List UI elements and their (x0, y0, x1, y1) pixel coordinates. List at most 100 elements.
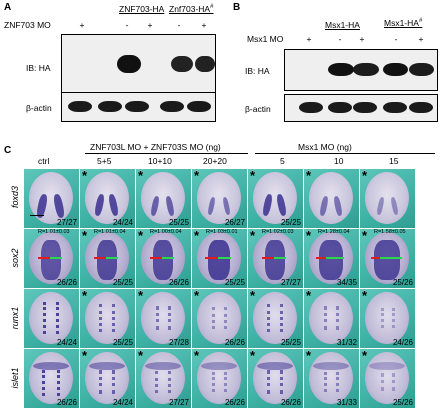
embryo-image-runx1-ctrl: 24/24 (24, 289, 79, 348)
measure-red (38, 257, 50, 259)
stain (149, 195, 161, 217)
embryo (197, 352, 241, 404)
stain (224, 372, 230, 392)
embryo-image-foxd3-5-5: * 24/24 (80, 169, 135, 228)
band (328, 102, 352, 113)
scale-bar (30, 215, 44, 216)
significance-star: * (306, 349, 312, 363)
stain (280, 304, 286, 332)
stain (390, 196, 399, 216)
measure-green (274, 257, 286, 259)
embryo-count: 26/26 (280, 398, 301, 407)
embryo-count: 25/25 (168, 218, 189, 227)
embryo-count: 25/25 (280, 218, 301, 227)
embryo-image-islet1-ctrl: 26/26 (24, 349, 79, 408)
embryo (253, 172, 297, 224)
measure-red (205, 257, 218, 259)
ratio-label: R=1.58±0.05 (374, 229, 406, 235)
measure-red (262, 257, 274, 259)
stain (313, 362, 349, 370)
embryo-image-islet1-20-20: * 26/26 (192, 349, 247, 408)
embryo-image-islet1-10-10: * 27/27 (136, 349, 191, 408)
stain (324, 306, 330, 330)
embryo-count: 26/26 (56, 278, 77, 287)
panel-b-sign-5: + (418, 34, 424, 44)
band (171, 56, 193, 72)
significance-star: * (306, 289, 312, 303)
panel-a-letter: A (4, 2, 12, 13)
column-header-15: 15 (389, 156, 399, 166)
embryo-image-islet1-msx-10: * 31/33 (304, 349, 359, 408)
significance-star: * (250, 169, 256, 183)
band (353, 63, 379, 76)
ratio-label: R=1.01±0.04 (94, 229, 126, 235)
significance-star: * (250, 229, 256, 243)
embryo-count: 27/27 (56, 218, 77, 227)
ratio-label: R=1.03±0.01 (206, 229, 238, 235)
panel-b-row-label: Msx1 MO (247, 34, 284, 44)
panel-c-group2-title: Msx1 MO (ng) (298, 142, 352, 152)
embryo-count: 25/25 (112, 278, 133, 287)
band (160, 101, 184, 112)
measure-red (150, 257, 162, 259)
embryo (29, 172, 73, 224)
stain (369, 362, 405, 370)
embryo (85, 352, 129, 404)
panel-b-sign-3: + (359, 34, 365, 44)
row-label-runx1: runx1 (10, 306, 20, 330)
embryo-count: 26/26 (168, 278, 189, 287)
panel-b-ha-blot (284, 49, 438, 91)
significance-star: * (306, 169, 312, 183)
embryo (141, 172, 185, 224)
stain (42, 370, 48, 396)
embryo (29, 352, 73, 404)
group2-underline (255, 153, 435, 154)
panel-a-sign-2: - (125, 20, 129, 30)
panel-a-row-label: ZNF703 MO (4, 20, 51, 30)
significance-star: * (362, 289, 368, 303)
stain (257, 362, 293, 370)
stain (41, 240, 61, 280)
panel-b-sign-2: - (338, 34, 342, 44)
significance-star: * (250, 349, 256, 363)
stain (336, 306, 342, 330)
embryo (197, 172, 241, 224)
significance-star: * (250, 289, 256, 303)
panel-a-actin-blot (61, 92, 216, 122)
embryo-image-foxd3-20-20: * 26/27 (192, 169, 247, 228)
embryo-image-runx1-msx-10: * 31/32 (304, 289, 359, 348)
embryo (85, 292, 129, 344)
embryo-image-islet1-msx-5: * 26/26 (248, 349, 303, 408)
significance-star: * (138, 289, 144, 303)
panel-a-actin-label: β-actin (26, 103, 52, 113)
stain (99, 370, 105, 394)
stain (33, 362, 69, 370)
embryo-image-foxd3-ctrl: 27/27 (24, 169, 79, 228)
measure-red (316, 257, 326, 259)
measure-red (371, 257, 380, 259)
embryo-image-sox2-msx-15: * R=1.58±0.05 25/26 (360, 229, 415, 288)
band (68, 101, 92, 112)
band (353, 102, 377, 113)
embryo-count: 27/28 (168, 338, 189, 347)
stain (392, 308, 398, 328)
embryo-count: 25/26 (392, 278, 413, 287)
stain (319, 240, 343, 280)
embryo (309, 352, 353, 404)
stain (168, 306, 174, 330)
group1-underline (85, 153, 248, 154)
stain (374, 240, 400, 280)
panel-a-header-znf703: ZNF703-HA (119, 4, 165, 14)
embryo (85, 172, 129, 224)
stain (275, 193, 288, 217)
panel-c-group1-title: ZNF703L MO + ZNF703S MO (ng) (90, 142, 221, 152)
measure-green (162, 257, 174, 259)
band (383, 102, 407, 113)
stain (381, 373, 387, 391)
stain (261, 193, 274, 217)
band (117, 55, 141, 73)
stain (318, 195, 330, 217)
significance-star: * (194, 169, 200, 183)
embryo (309, 172, 353, 224)
embryo (365, 352, 409, 404)
